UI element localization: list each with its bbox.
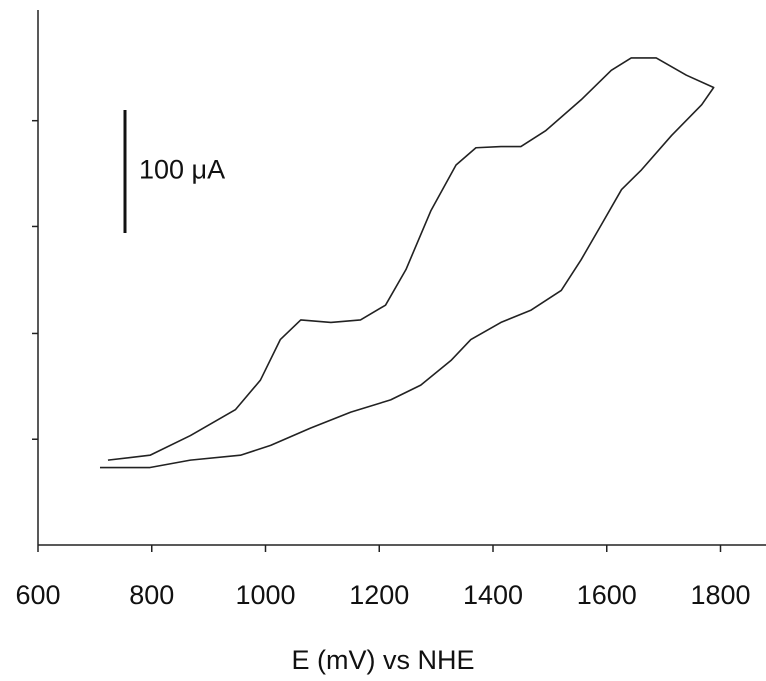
x-tick-label: 1000 (235, 580, 295, 610)
cv-trace (99, 57, 715, 469)
x-tick-label: 1400 (463, 580, 523, 610)
scale-bar-label: 100 μA (139, 155, 225, 185)
x-axis-label: E (mV) vs NHE (291, 645, 474, 675)
x-tick-label: 1800 (690, 580, 750, 610)
x-tick-label: 800 (129, 580, 174, 610)
x-tick-label: 1200 (349, 580, 409, 610)
x-tick-label: 1600 (577, 580, 637, 610)
x-tick-label: 600 (15, 580, 60, 610)
